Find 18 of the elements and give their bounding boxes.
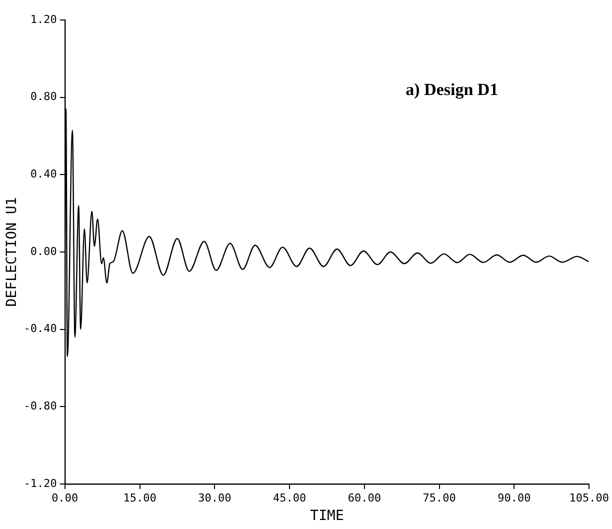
y-tick-label: 0.80 <box>30 90 57 104</box>
annotation: a) Design D1 <box>406 80 498 99</box>
y-tick-label: -0.40 <box>24 322 57 336</box>
x-tick-label: 75.00 <box>422 491 456 504</box>
x-tick-label: 60.00 <box>348 491 382 504</box>
x-tick-label: 30.00 <box>198 491 232 504</box>
y-tick-label: 0.40 <box>30 168 57 181</box>
x-tick-label: 105.00 <box>569 491 610 504</box>
y-tick-label: 1.20 <box>30 12 57 26</box>
x-tick-label: 0.00 <box>52 491 78 504</box>
x-axis-title: TIME <box>310 508 344 524</box>
y-tick-label: -1.20 <box>24 476 57 490</box>
y-axis-title: DEFLECTION U1 <box>4 197 20 307</box>
x-tick-label: 90.00 <box>498 491 531 504</box>
x-tick-label: 45.00 <box>273 491 306 504</box>
x-tick-label: 15.00 <box>123 491 156 504</box>
y-tick-label: 0.00 <box>30 244 57 258</box>
y-tick-label: -0.80 <box>24 400 57 413</box>
